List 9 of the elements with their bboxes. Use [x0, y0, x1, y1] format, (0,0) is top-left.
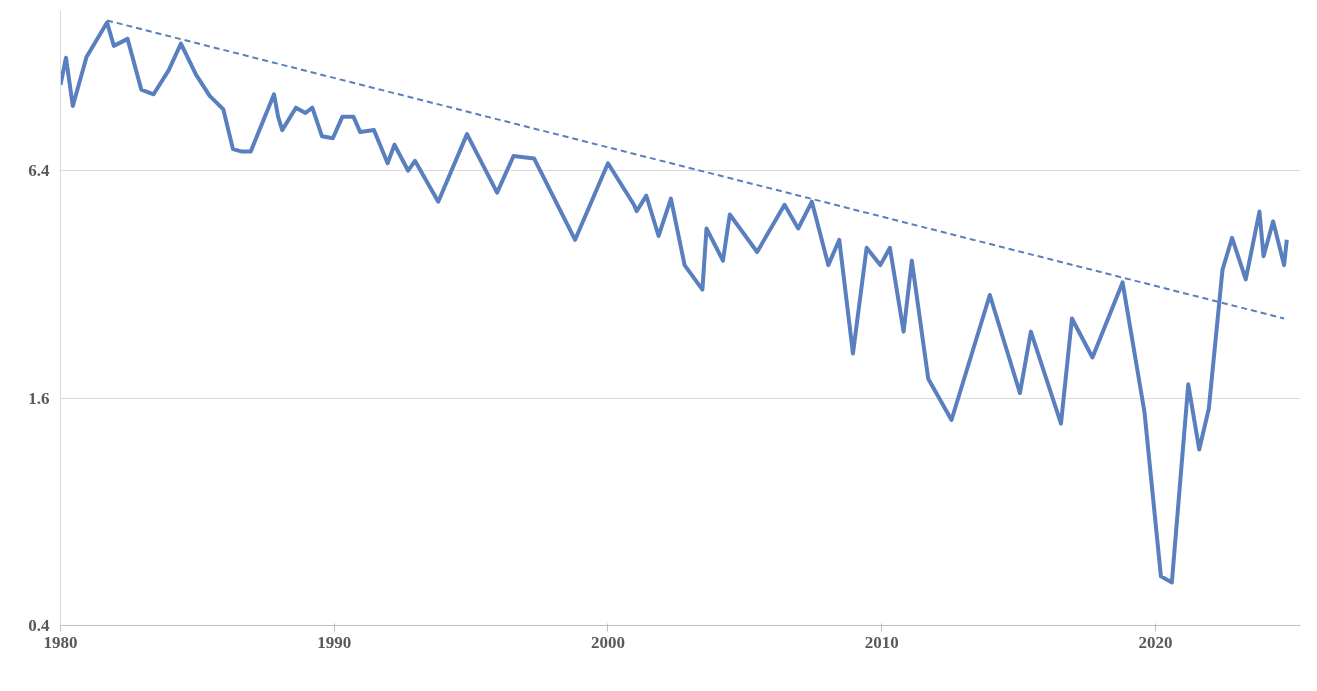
- y-tick-label: 6.4: [28, 161, 50, 181]
- y-tick-label: 1.6: [28, 388, 50, 408]
- line-series: [60, 20, 1289, 585]
- x-tick-label: 1990: [317, 632, 352, 652]
- x-tick-label: 1980: [43, 632, 78, 652]
- y-tick-label: 0.4: [28, 616, 50, 635]
- x-tick-label: 2020: [1138, 632, 1173, 652]
- x-tick-label: 2000: [590, 632, 625, 652]
- x-tick-label: 2010: [864, 632, 899, 652]
